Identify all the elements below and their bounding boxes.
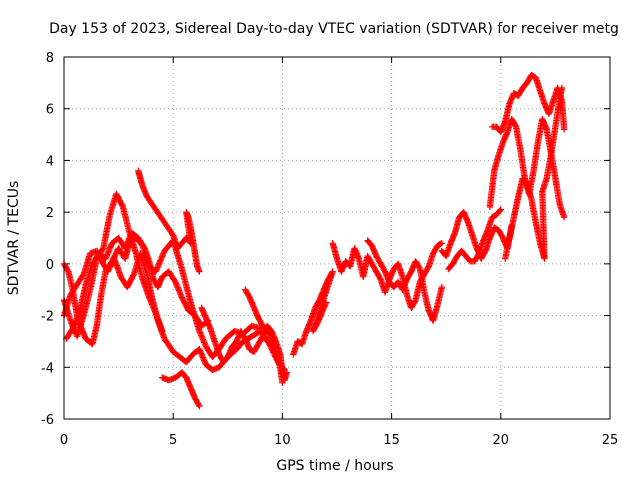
data-point bbox=[438, 283, 445, 291]
data-point bbox=[79, 272, 86, 279]
data-point bbox=[558, 84, 566, 92]
data-marks bbox=[60, 71, 568, 410]
data-point bbox=[195, 401, 202, 408]
data-point bbox=[106, 245, 113, 252]
data-point bbox=[279, 379, 286, 386]
x-tick-label: 5 bbox=[169, 433, 177, 448]
data-point bbox=[169, 230, 176, 238]
series-11 bbox=[364, 237, 445, 324]
y-tick-label: 4 bbox=[46, 154, 54, 169]
y-tick-label: -4 bbox=[41, 361, 54, 376]
data-point bbox=[542, 124, 550, 132]
series-4 bbox=[63, 229, 212, 342]
data-point bbox=[130, 272, 137, 279]
data-point bbox=[69, 325, 76, 332]
data-point bbox=[196, 268, 203, 275]
series-5 bbox=[135, 167, 203, 275]
data-point bbox=[512, 122, 519, 129]
data-point bbox=[99, 246, 106, 253]
series-6 bbox=[159, 369, 203, 410]
data-point bbox=[497, 206, 504, 213]
axis-ticks bbox=[63, 56, 611, 420]
data-point bbox=[283, 369, 290, 376]
y-tick-label: -6 bbox=[41, 413, 54, 428]
data-point bbox=[72, 318, 79, 325]
series-15 bbox=[486, 115, 568, 221]
data-point bbox=[438, 240, 445, 247]
grid-lines bbox=[64, 57, 610, 419]
series-16 bbox=[502, 84, 566, 262]
series-8 bbox=[242, 286, 286, 386]
x-tick-label: 0 bbox=[60, 433, 68, 448]
data-point bbox=[411, 298, 419, 305]
plot-frame bbox=[63, 56, 611, 420]
x-tick-label: 10 bbox=[274, 433, 291, 448]
data-point bbox=[416, 264, 423, 271]
data-point bbox=[322, 299, 330, 306]
series-14 bbox=[488, 71, 568, 136]
data-point bbox=[122, 243, 129, 251]
data-point bbox=[196, 402, 203, 410]
y-tick-label: 2 bbox=[46, 206, 54, 221]
x-tick-label: 20 bbox=[493, 433, 510, 448]
data-point bbox=[103, 252, 110, 260]
y-tick-label: 6 bbox=[46, 103, 54, 118]
series-7 bbox=[198, 304, 290, 384]
data-point bbox=[75, 311, 82, 318]
chart-title: Day 153 of 2023, Sidereal Day-to-day VTE… bbox=[49, 21, 619, 37]
y-tick-label: 0 bbox=[46, 258, 54, 273]
data-point bbox=[496, 207, 504, 214]
x-tick-label: 15 bbox=[383, 433, 400, 448]
data-point bbox=[124, 239, 131, 246]
y-tick-label: 8 bbox=[46, 51, 54, 66]
data-point bbox=[64, 267, 71, 274]
series-13 bbox=[445, 206, 504, 273]
data-point bbox=[560, 214, 568, 221]
tick-labels: 0 5 10 15 20 25 -6 -4 -2 0 2 4 6 8 bbox=[41, 51, 618, 448]
x-axis-label: GPS time / hours bbox=[276, 458, 393, 474]
series-9 bbox=[290, 268, 336, 358]
data-point bbox=[560, 126, 568, 133]
data-point bbox=[119, 202, 126, 209]
x-tick-label: 25 bbox=[602, 433, 619, 448]
y-tick-label: -2 bbox=[41, 310, 54, 325]
y-axis-label: SDTVAR / TECUs bbox=[6, 181, 22, 296]
